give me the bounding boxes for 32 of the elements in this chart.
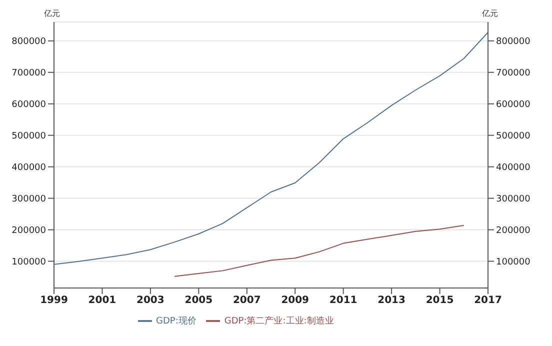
y2-tick-label: 100000 <box>496 257 531 268</box>
x-tick-label: 2013 <box>378 295 406 306</box>
x-tick-label: 2007 <box>232 295 261 306</box>
y2-tick-label: 800000 <box>496 37 531 48</box>
line-series <box>174 224 464 277</box>
x-tick-label: 2001 <box>88 295 116 306</box>
x-tick-label: 2011 <box>329 295 358 306</box>
x-tick-label: 2015 <box>426 295 454 306</box>
y-axis-title: 亿元 <box>43 9 60 18</box>
y-tick-label: 300000 <box>12 194 46 204</box>
legend-label: GDP:现价 <box>156 316 196 326</box>
line-series <box>54 32 488 265</box>
y-tick-label: 700000 <box>12 68 46 79</box>
y2-tick-label: 200000 <box>496 226 531 236</box>
y2-tick-label: 300000 <box>496 194 531 204</box>
y-tick-label: 400000 <box>12 163 46 173</box>
y2-tick-label: 600000 <box>496 100 531 110</box>
y-tick-label: 500000 <box>12 132 46 142</box>
y2-tick-label: 500000 <box>496 132 531 142</box>
x-tick-label: 2009 <box>281 295 310 306</box>
legend-label: GDP:第二产业:工业:制造业 <box>224 316 334 326</box>
y-tick-label: 800000 <box>12 37 46 48</box>
x-tick-label: 2017 <box>474 295 502 306</box>
y2-tick-label: 700000 <box>496 68 531 79</box>
y-tick-label: 600000 <box>12 100 46 110</box>
y-tick-label: 100000 <box>12 257 46 268</box>
y2-tick-label: 400000 <box>496 163 531 173</box>
y-tick-label: 200000 <box>12 226 46 236</box>
x-tick-label: 1999 <box>40 295 68 306</box>
x-tick-label: 2005 <box>184 295 213 306</box>
y2-axis-title: 亿元 <box>481 9 498 18</box>
x-tick-label: 2003 <box>136 295 164 306</box>
